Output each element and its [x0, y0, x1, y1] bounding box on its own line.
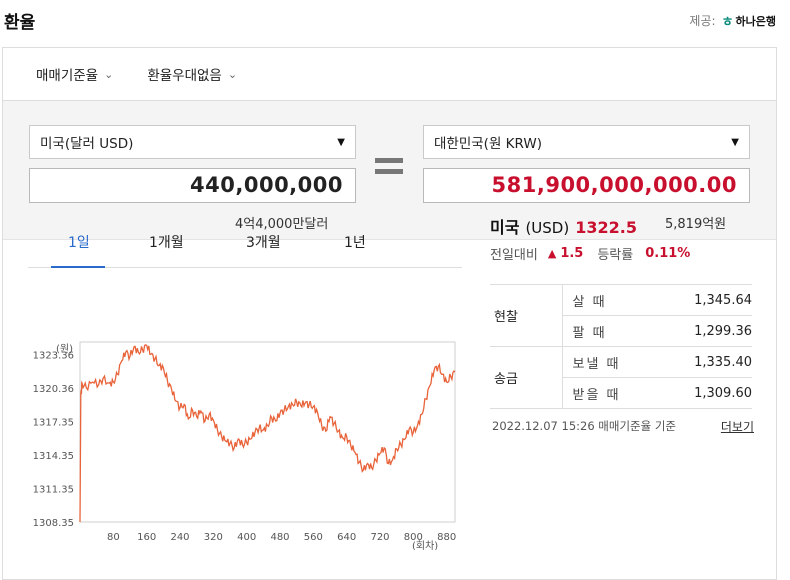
to-currency-select[interactable]: 대한민국(원 KRW) ▼	[423, 125, 750, 159]
equals-icon	[375, 158, 403, 175]
y-tick-label: 1320.36	[33, 384, 74, 395]
receive-value: 1,309.60	[657, 377, 752, 409]
x-tick-label: 320	[204, 532, 223, 543]
y-tick-label: 1311.35	[33, 485, 74, 496]
table-row: 송금 보낼 때 1,335.40	[490, 346, 752, 409]
send-value: 1,335.40	[657, 346, 752, 378]
from-currency-label: 미국(달러 USD)	[40, 136, 134, 152]
x-tick-label: 640	[337, 532, 356, 543]
tab-3months[interactable]: 3개월	[246, 235, 281, 251]
y-tick-label: 1308.35	[33, 518, 74, 529]
series-line	[79, 344, 456, 523]
table-row: 팔 때 1,299.36	[490, 315, 752, 347]
more-link[interactable]: 더보기	[720, 420, 754, 434]
to-amount-input[interactable]: 581,900,000,000.00	[423, 168, 750, 203]
cash-category: 현찰	[490, 284, 563, 347]
options-bar: 매매기준율 ⌄ 환율우대없음 ⌄	[3, 48, 776, 101]
provider-name: 하나은행	[735, 14, 776, 28]
currency-converter: 미국(달러 USD) ▼ 440,000,000 4억4,000만달러 대한민국…	[3, 101, 776, 240]
from-amount-words: 4억4,000만달러	[235, 217, 329, 232]
buy-value: 1,345.64	[657, 284, 752, 316]
provider-label: 제공:	[689, 14, 716, 28]
x-tick-label: 480	[270, 532, 289, 543]
change-value: 1.5	[560, 246, 584, 261]
provider-logo[interactable]: ㅎ 하나은행	[721, 11, 776, 31]
buy-label: 살 때	[562, 284, 658, 316]
chart-plot-area	[79, 341, 456, 523]
y-tick-label: 1314.35	[33, 451, 74, 462]
rate-type-dropdown[interactable]: 매매기준율 ⌄	[36, 64, 114, 85]
x-tick-label: 720	[370, 532, 389, 543]
period-tabs: 1일 1개월 3개월 1년	[28, 218, 462, 268]
rate-summary: 미국 (USD) 1322.5 전일대비 ▲ 1.5 등락률 0.11%	[490, 214, 752, 263]
send-label: 보낼 때	[562, 346, 658, 378]
table-row: 현찰 살 때 1,345.64	[490, 284, 752, 347]
receive-label: 받을 때	[562, 377, 658, 409]
caret-down-icon: ▼	[731, 136, 739, 148]
tab-1year[interactable]: 1년	[344, 235, 366, 251]
x-unit-label: (회차)	[412, 540, 438, 550]
rates-table: 현찰 살 때 1,345.64 팔 때 1,299.36 송금 보낼 때 1,3…	[490, 284, 752, 409]
x-tick-label: 160	[137, 532, 156, 543]
sell-value: 1,299.36	[657, 315, 752, 347]
country-name: 미국	[490, 218, 520, 237]
rate-chart: (원) (회차) 1323.36 1320.36 1317.35 1314.35 131…	[33, 341, 456, 550]
remit-category: 송금	[490, 346, 563, 409]
x-tick-label: 880	[437, 532, 456, 543]
footer: 2022.12.07 15:26 매매기준율 기준 더보기	[492, 418, 754, 435]
pct-value: 0.11%	[645, 246, 691, 261]
table-row: 받을 때 1,309.60	[490, 377, 752, 409]
active-tab-indicator	[51, 266, 105, 268]
currency-unit: (USD)	[525, 219, 570, 237]
x-tick-label: 800	[404, 532, 423, 543]
y-tick-label: 1323.36	[33, 351, 74, 362]
tab-1day[interactable]: 1일	[68, 235, 90, 251]
page-title: 환율	[4, 13, 36, 33]
to-currency-label: 대한민국(원 KRW)	[434, 136, 542, 152]
from-currency-select[interactable]: 미국(달러 USD) ▼	[29, 125, 356, 159]
rate-type-label: 매매기준율	[36, 68, 99, 84]
sell-label: 팔 때	[562, 315, 658, 347]
x-tick-label: 560	[304, 532, 323, 543]
y-unit-label: (원)	[56, 343, 73, 355]
provider-info: 제공: ㅎ 하나은행	[689, 11, 776, 30]
x-tick-label: 400	[237, 532, 256, 543]
current-rate: 1322.5	[575, 218, 637, 237]
preferential-dropdown[interactable]: 환율우대없음 ⌄	[147, 64, 238, 85]
x-tick-label: 80	[107, 532, 120, 543]
preferential-label: 환율우대없음	[147, 68, 222, 84]
pct-label: 등락률	[597, 248, 634, 263]
chevron-down-icon: ⌄	[104, 67, 114, 81]
tab-1month[interactable]: 1개월	[149, 235, 184, 251]
prev-day-label: 전일대비	[490, 248, 538, 263]
y-tick-label: 1317.35	[33, 418, 74, 429]
from-amount-input[interactable]: 440,000,000	[29, 168, 356, 203]
caret-down-icon: ▼	[337, 136, 345, 148]
exchange-panel: 매매기준율 ⌄ 환율우대없음 ⌄ 미국(달러 USD) ▼ 440,000,00…	[2, 47, 777, 580]
hana-bank-logo-icon: ㅎ	[721, 15, 734, 30]
x-tick-label: 240	[170, 532, 189, 543]
up-triangle-icon: ▲	[547, 247, 557, 260]
timestamp: 2022.12.07 15:26 매매기준율 기준	[492, 419, 677, 433]
chevron-down-icon: ⌄	[227, 67, 238, 81]
to-amount-words: 5,819억원	[665, 217, 727, 232]
